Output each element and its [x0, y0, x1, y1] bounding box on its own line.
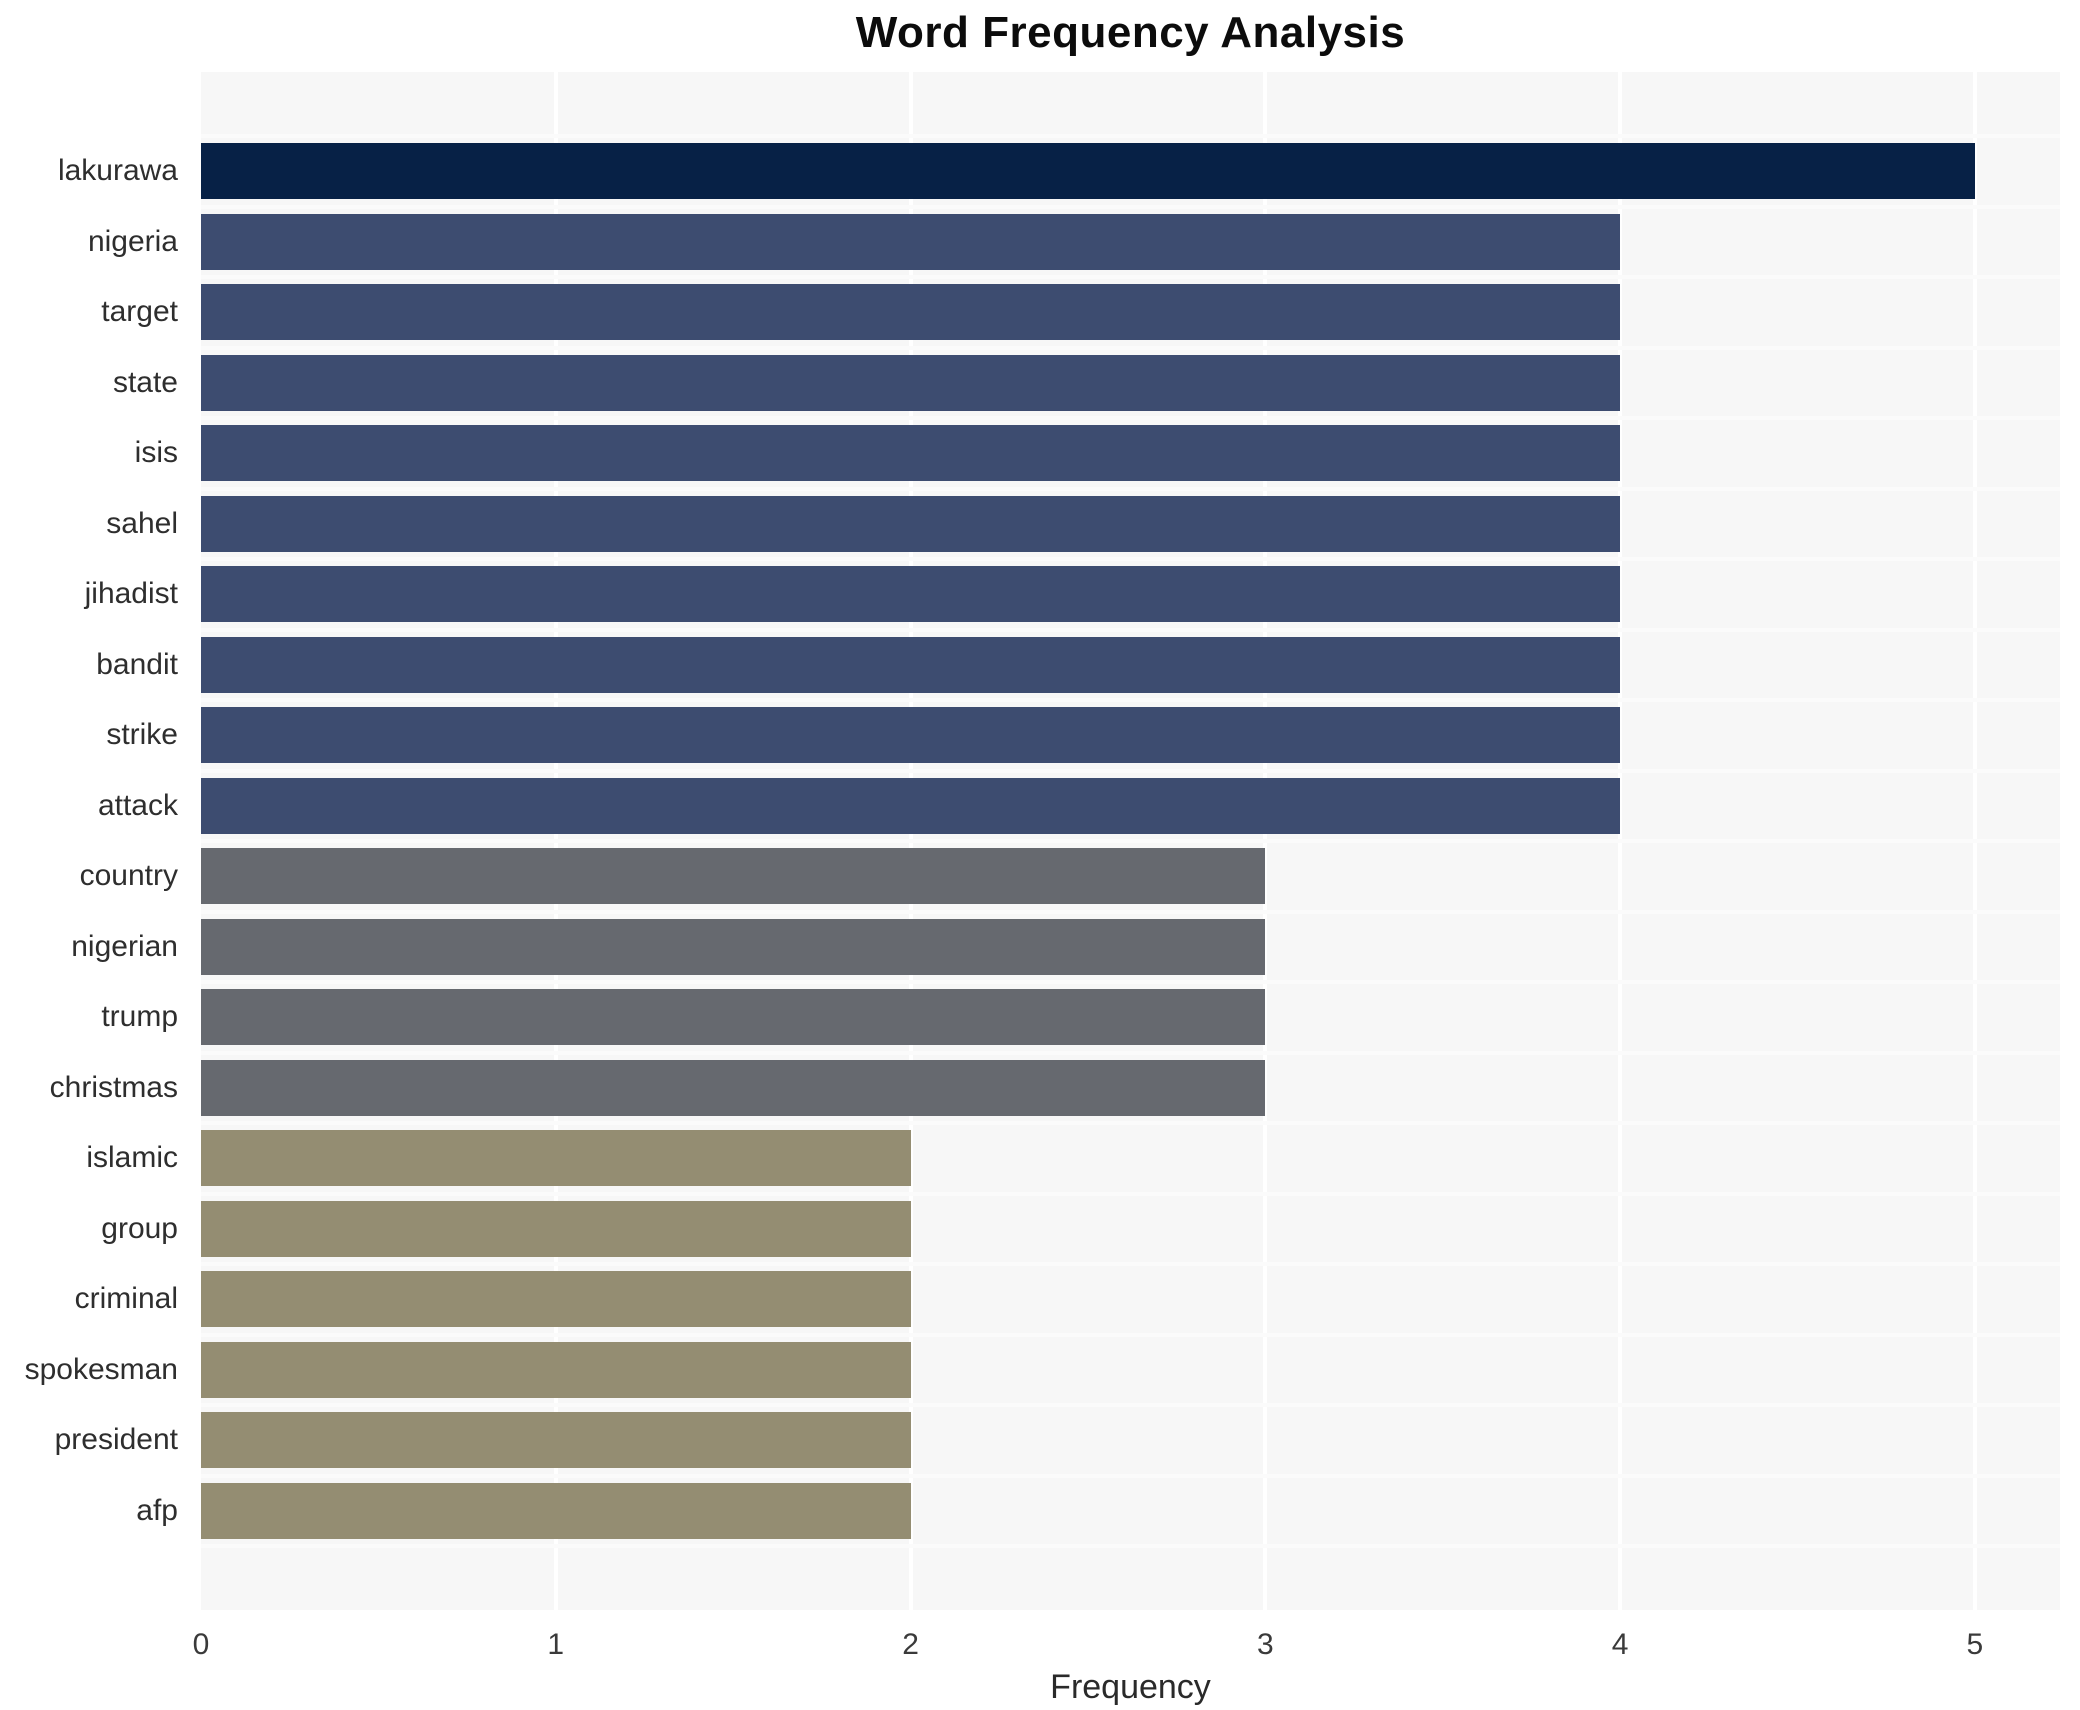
bar-strike: [201, 707, 1621, 764]
y-tick-label-spokesman: spokesman: [24, 1352, 178, 1386]
y-tick-label-afp: afp: [136, 1493, 178, 1527]
bar-bandit: [201, 636, 1621, 693]
bar-criminal: [201, 1271, 911, 1328]
x-tick-label-1: 1: [547, 1628, 565, 1661]
band-separator: [201, 980, 2060, 984]
bar-spokesman: [201, 1341, 911, 1398]
y-tick-label-president: president: [54, 1423, 178, 1456]
y-tick-label-attack: attack: [97, 788, 178, 822]
band-separator: [201, 134, 2060, 138]
bar-nigeria: [201, 213, 1621, 270]
bar-attack: [201, 777, 1621, 834]
bar-jihadist: [201, 566, 1621, 623]
plot-area: [201, 72, 2060, 1610]
bar-country: [201, 848, 1266, 905]
band-separator: [201, 345, 2060, 350]
bar-isis: [201, 425, 1621, 482]
y-tick-label-country: country: [79, 859, 178, 892]
band-separator: [201, 204, 2060, 209]
band-separator: [201, 1403, 2060, 1407]
band-separator: [201, 1191, 2060, 1196]
bar-group: [201, 1200, 911, 1257]
band-separator: [201, 557, 2060, 561]
band-separator: [201, 275, 2060, 279]
y-tick-label-state: state: [112, 365, 178, 399]
bar-sahel: [201, 495, 1621, 552]
band-separator: [201, 1332, 2060, 1337]
bar-nigerian: [201, 918, 1266, 975]
band-separator: [201, 486, 2060, 491]
bar-target: [201, 284, 1621, 341]
y-tick-label-nigerian: nigerian: [71, 929, 178, 963]
band-separator: [201, 909, 2060, 914]
bar-lakurawa: [201, 143, 1975, 200]
x-tick-label-2: 2: [902, 1628, 919, 1661]
y-tick-label-group: group: [101, 1211, 178, 1245]
x-tick-label-3: 3: [1256, 1628, 1274, 1661]
bar-christmas: [201, 1059, 1266, 1116]
y-tick-label-bandit: bandit: [96, 647, 178, 681]
bar-islamic: [201, 1130, 911, 1187]
band-separator: [201, 1121, 2060, 1125]
band-separator: [201, 1473, 2060, 1478]
band-separator: [201, 698, 2060, 702]
band-separator: [201, 1544, 2060, 1548]
x-tick-label-4: 4: [1611, 1628, 1629, 1661]
band-separator: [201, 1262, 2060, 1266]
y-tick-label-trump: trump: [101, 1000, 178, 1033]
bar-afp: [201, 1482, 911, 1539]
y-tick-label-target: target: [101, 295, 178, 328]
y-tick-label-islamic: islamic: [86, 1141, 178, 1174]
y-tick-label-isis: isis: [134, 436, 178, 469]
bar-president: [201, 1412, 911, 1469]
band-separator: [201, 416, 2060, 420]
y-tick-label-jihadist: jihadist: [84, 577, 178, 610]
x-tick-label-0: 0: [192, 1628, 210, 1661]
y-axis-labels: lakurawa nigeria target state isis sahel jihad…: [0, 72, 188, 1610]
bar-trump: [201, 989, 1266, 1046]
y-tick-label-lakurawa: lakurawa: [57, 154, 178, 187]
band-separator: [201, 1050, 2060, 1055]
band-separator: [201, 839, 2060, 843]
chart-title: Word Frequency Analysis: [855, 8, 1406, 57]
y-tick-label-christmas: christmas: [49, 1070, 178, 1104]
y-tick-label-criminal: criminal: [74, 1282, 178, 1315]
band-separator: [201, 627, 2060, 632]
band-separator: [201, 768, 2060, 773]
y-tick-label-strike: strike: [106, 718, 178, 751]
y-tick-label-sahel: sahel: [106, 506, 178, 540]
x-tick-label-5: 5: [1966, 1628, 1984, 1661]
bar-state: [201, 354, 1621, 411]
x-axis-title: Frequency: [1050, 1668, 1211, 1706]
x-axis-ticks: 0 1 2 3 4 5: [0, 1628, 2080, 1666]
y-tick-label-nigeria: nigeria: [87, 224, 178, 258]
